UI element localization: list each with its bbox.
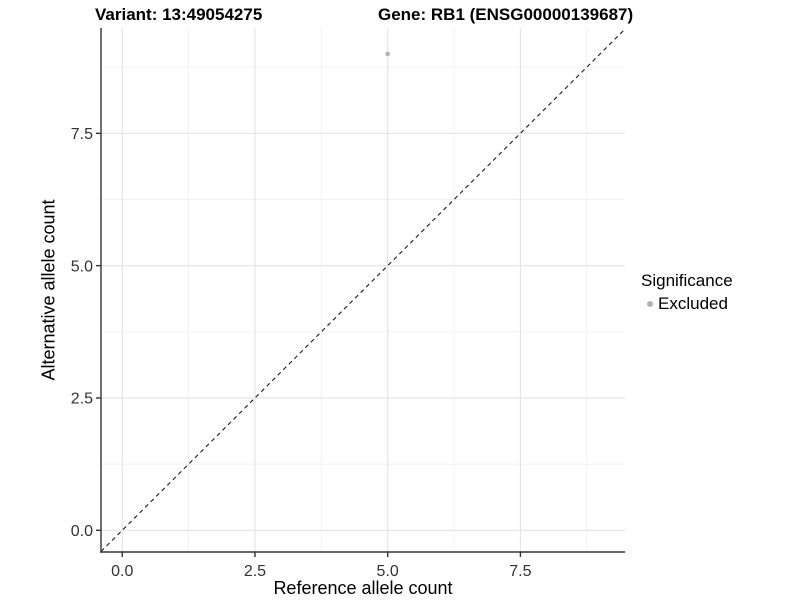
x-tick-label: 2.5 [244,563,266,580]
data-point [385,51,390,57]
legend-entry-label: Excluded [658,294,728,313]
legend-point-icon [646,301,653,307]
y-axis-title: Alternative allele count [38,199,59,381]
x-tick-label: 5.0 [377,563,399,580]
legend-items: Excluded [641,294,733,314]
plot-title-variant: Variant: 13:49054275 [95,5,263,24]
x-tick-label: 0.0 [111,563,133,580]
y-tick-label: 7.5 [71,126,93,143]
legend-entry: Excluded [641,294,733,314]
identity-reference-line [100,28,626,552]
legend-title: Significance [641,271,733,290]
legend-key [641,296,658,313]
x-tick-label: 7.5 [509,563,531,580]
y-tick-label: 0.0 [71,523,93,540]
x-axis-title: Reference allele count [273,578,453,598]
plot-title-gene: Gene: RB1 (ENSG00000139687) [378,5,634,24]
legend: Significance Excluded [641,271,733,314]
y-tick-label: 2.5 [71,391,93,408]
y-tick-label: 5.0 [71,258,93,275]
